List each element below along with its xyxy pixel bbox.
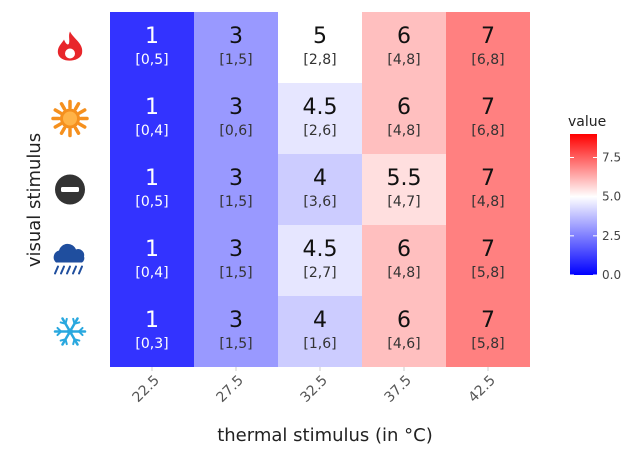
cell-median-label: 6 [397, 95, 411, 120]
no-entry-icon [55, 174, 85, 205]
heatmap-cell [110, 296, 194, 367]
cell-median-label: 6 [397, 237, 411, 262]
heatmap-cell [362, 225, 446, 296]
cell-median-label: 5 [313, 24, 327, 49]
cell-range-label: [0,4] [135, 123, 168, 139]
heatmap-cell [194, 12, 278, 83]
heatmap-cell [446, 83, 530, 154]
cell-median-label: 3 [229, 166, 243, 191]
cell-range-label: [5,8] [471, 336, 504, 352]
heatmap-cell [110, 225, 194, 296]
cell-median-label: 4.5 [303, 237, 338, 262]
heatmap-cell [278, 12, 362, 83]
x-axis-ticks: 22.5 27.5 32.5 37.5 42.5 [129, 367, 499, 406]
cell-range-label: [0,4] [135, 265, 168, 281]
cell-range-label: [4,8] [387, 123, 420, 139]
x-tick-label: 27.5 [213, 373, 246, 406]
cell-range-label: [4,8] [471, 194, 504, 210]
cell-range-label: [2,8] [303, 52, 336, 68]
color-legend: value 0.0 2.5 5.0 7.5 [568, 114, 621, 282]
cell-range-label: [3,6] [303, 194, 336, 210]
cell-range-label: [1,5] [219, 336, 252, 352]
cell-median-label: 4 [313, 166, 327, 191]
x-tick-label: 22.5 [129, 373, 162, 406]
sun-icon [51, 99, 89, 138]
x-axis-title: thermal stimulus (in °C) [217, 425, 433, 446]
cell-range-label: [1,5] [219, 265, 252, 281]
heatmap-cell [362, 12, 446, 83]
cell-range-label: [2,7] [303, 265, 336, 281]
legend-tick-label: 7.5 [602, 151, 621, 165]
x-tick-label: 37.5 [381, 373, 414, 406]
cell-median-label: 6 [397, 24, 411, 49]
cell-median-label: 4 [313, 308, 327, 333]
legend-colorbar [570, 134, 597, 275]
cell-median-label: 7 [481, 237, 495, 262]
x-tick-label: 32.5 [297, 373, 330, 406]
legend-tick-label: 5.0 [602, 190, 621, 204]
legend-tick-label: 2.5 [602, 229, 621, 243]
heatmap-cell [446, 296, 530, 367]
legend-tick-label: 0.0 [602, 268, 621, 282]
cell-median-label: 3 [229, 24, 243, 49]
cell-median-label: 5.5 [387, 166, 422, 191]
heatmap-cell [194, 296, 278, 367]
heatmap-cell [278, 154, 362, 225]
cell-range-label: [1,5] [219, 52, 252, 68]
cell-range-label: [0,5] [135, 52, 168, 68]
cell-median-label: 4.5 [303, 95, 338, 120]
heatmap-cell [362, 154, 446, 225]
heatmap-cells: 1 [0,5] 3 [1,5] 5 [2,8] 6 [4,8] 7 [6,8] 1 [0,4] 3 [0,… [110, 12, 530, 367]
rain-cloud-icon [53, 243, 85, 275]
cell-median-label: 7 [481, 24, 495, 49]
cell-range-label: [4,8] [387, 52, 420, 68]
heatmap-cell [278, 225, 362, 296]
cell-median-label: 1 [145, 237, 159, 262]
cell-range-label: [1,6] [303, 336, 336, 352]
y-axis-icons [51, 31, 89, 346]
cell-range-label: [1,5] [219, 194, 252, 210]
cell-median-label: 7 [481, 95, 495, 120]
cell-range-label: [4,6] [387, 336, 420, 352]
x-tick-label: 42.5 [465, 373, 498, 406]
heatmap-cell [446, 154, 530, 225]
heatmap-cell [110, 12, 194, 83]
legend-title: value [568, 114, 606, 130]
cell-range-label: [0,6] [219, 123, 252, 139]
cell-range-label: [4,8] [387, 265, 420, 281]
cell-range-label: [5,8] [471, 265, 504, 281]
heatmap-cell [194, 225, 278, 296]
snowflake-icon [53, 317, 87, 346]
y-axis-title: visual stimulus [24, 133, 45, 267]
cell-range-label: [6,8] [471, 52, 504, 68]
cell-median-label: 1 [145, 95, 159, 120]
heatmap-cell [446, 12, 530, 83]
heatmap-cell [278, 83, 362, 154]
heatmap-cell [110, 83, 194, 154]
cell-range-label: [6,8] [471, 123, 504, 139]
heatmap-cell [362, 296, 446, 367]
heatmap-cell [446, 225, 530, 296]
heatmap-cell [110, 154, 194, 225]
heatmap-cell [362, 83, 446, 154]
cell-range-label: [0,5] [135, 194, 168, 210]
cell-median-label: 1 [145, 24, 159, 49]
cell-range-label: [0,3] [135, 336, 168, 352]
fire-icon [57, 31, 83, 61]
heatmap-cell [194, 154, 278, 225]
cell-median-label: 1 [145, 308, 159, 333]
heatmap-cell [194, 83, 278, 154]
heatmap-cell [278, 296, 362, 367]
cell-range-label: [4,7] [387, 194, 420, 210]
cell-median-label: 7 [481, 308, 495, 333]
cell-median-label: 3 [229, 308, 243, 333]
cell-median-label: 6 [397, 308, 411, 333]
cell-median-label: 7 [481, 166, 495, 191]
cell-range-label: [2,6] [303, 123, 336, 139]
cell-median-label: 1 [145, 166, 159, 191]
cell-median-label: 3 [229, 237, 243, 262]
legend-ticks: 0.0 2.5 5.0 7.5 [570, 151, 621, 282]
cell-median-label: 3 [229, 95, 243, 120]
